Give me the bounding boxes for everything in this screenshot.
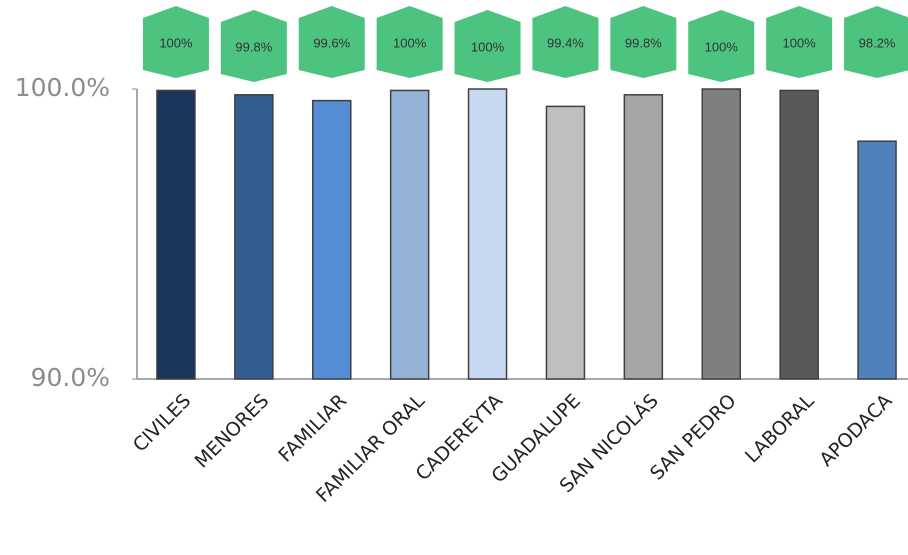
x-tick-label: FAMILIAR — [274, 390, 351, 467]
value-label-box — [532, 6, 599, 78]
value-label-box — [298, 6, 365, 78]
value-label: 100% — [393, 35, 427, 50]
value-label: 99.6% — [313, 35, 350, 50]
x-tick-label-group: LABORAL — [741, 390, 819, 468]
x-tick-label: APODACA — [815, 390, 896, 471]
value-label: 99.8% — [625, 35, 662, 50]
value-label: 100% — [159, 35, 193, 50]
value-label: 100% — [471, 39, 505, 54]
bar — [779, 89, 819, 380]
bar — [623, 94, 664, 380]
x-tick-label-group: APODACA — [815, 390, 896, 471]
value-label-box — [610, 6, 677, 78]
value-label-box — [376, 6, 443, 78]
value-label-box — [142, 6, 209, 78]
y-tick-label: 90.0% — [31, 363, 110, 392]
value-label: 99.4% — [547, 35, 584, 50]
value-label-box — [220, 10, 287, 82]
x-tick-label-group: CIVILES — [129, 390, 196, 457]
x-tick-label-group: MENORES — [191, 390, 274, 473]
value-label: 98.2% — [859, 35, 896, 50]
value-label: 100% — [705, 39, 739, 54]
bar — [312, 99, 352, 380]
bar — [467, 88, 508, 380]
value-label-box — [766, 6, 833, 78]
bar — [545, 105, 586, 380]
x-tick-label: LABORAL — [741, 390, 819, 468]
bar — [701, 88, 741, 380]
x-tick-label: CIVILES — [129, 390, 196, 457]
bar — [857, 140, 897, 380]
bar — [234, 94, 274, 380]
value-label-box — [844, 6, 908, 78]
x-tick-label: MENORES — [191, 390, 274, 473]
x-tick-label-group: FAMILIAR — [274, 390, 351, 467]
y-tick-label: 100.0% — [15, 73, 110, 102]
value-label: 100% — [783, 35, 817, 50]
value-label-box — [688, 10, 755, 82]
bar — [156, 89, 196, 380]
value-label: 99.8% — [235, 39, 272, 54]
value-label-box — [454, 10, 521, 82]
bar — [389, 89, 430, 380]
